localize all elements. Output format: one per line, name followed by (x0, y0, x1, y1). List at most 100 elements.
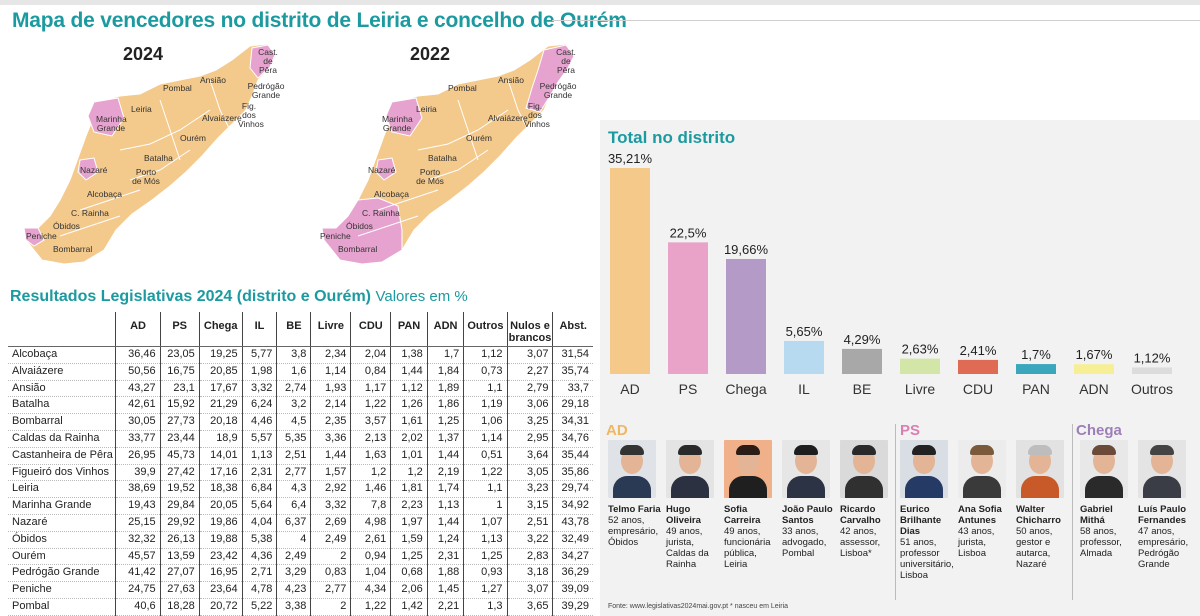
bar-ad (610, 168, 650, 374)
value-cell: 13,59 (159, 548, 200, 565)
value-cell: 39,9 (115, 464, 161, 481)
title-divider (552, 20, 1200, 21)
value-cell: 1,1 (463, 480, 508, 498)
value-cell: 2,34 (310, 346, 351, 364)
map-label: Bombarral (53, 244, 93, 254)
candidate-card: Sofia Carreira 49 anos, funcionária públi… (724, 440, 782, 570)
value-cell: 1 (463, 497, 508, 515)
value-cell: 23,64 (198, 581, 243, 599)
value-cell: 27,07 (159, 564, 200, 582)
value-cell: 4,78 (241, 581, 277, 599)
value-cell: 1,01 (390, 447, 428, 465)
map-label: Alvaiázere (202, 113, 242, 123)
value-cell: 2,35 (310, 413, 351, 431)
column-header: BE (276, 312, 311, 347)
value-cell: 1,81 (390, 480, 428, 498)
value-cell: 1,14 (463, 430, 508, 448)
value-cell: 1,98 (241, 363, 277, 381)
municipality-cell: Alcobaça (12, 348, 58, 360)
value-cell: 2,21 (426, 598, 464, 616)
table-row: Bombarral 30,05 27,73 20,18 4,46 4,5 2,35 3,57 1… (8, 413, 593, 431)
value-cell: 2,19 (426, 464, 464, 481)
value-cell: 1,25 (390, 548, 428, 565)
value-cell: 4,04 (241, 514, 277, 532)
value-cell: 5,38 (241, 531, 277, 549)
candidate-card: Ana Sofia Antunes 43 anos, jurista, Lisbo… (958, 440, 1016, 559)
value-cell: 1,44 (310, 447, 351, 465)
value-cell: 26,13 (159, 531, 200, 549)
map-label: Nazaré (368, 165, 396, 175)
value-cell: 20,72 (198, 598, 243, 616)
value-cell: 36,46 (115, 346, 161, 364)
value-cell: 2,95 (506, 430, 553, 448)
candidate-name: João Paulo Santos (782, 504, 833, 526)
value-cell: 1,25 (463, 548, 508, 565)
value-cell: 0,83 (310, 564, 351, 582)
candidate-card: Walter Chicharro 50 anos, gestor e autarc… (1016, 440, 1074, 570)
column-header: AD (115, 312, 161, 347)
map-label: Alvaiázere (488, 113, 528, 123)
candidate-description: 49 anos, funcionária pública, Leiria (724, 526, 771, 570)
value-cell: 1,1 (463, 380, 508, 397)
value-cell: 23,44 (159, 430, 200, 448)
value-cell: 4,36 (241, 548, 277, 565)
value-cell: 34,76 (552, 430, 593, 448)
bar-value-label: 35,21% (608, 151, 653, 166)
bar-ps (668, 242, 708, 374)
value-cell: 3,2 (276, 396, 311, 414)
value-cell: 3,29 (276, 564, 311, 582)
value-cell: 3,65 (506, 598, 553, 616)
bar-adn (1074, 364, 1114, 374)
value-cell: 29,18 (552, 396, 593, 414)
chart-title: Total no distrito (608, 128, 736, 147)
value-cell: 18,38 (198, 480, 243, 498)
map-label: Batalha (428, 153, 457, 163)
value-cell: 6,37 (276, 514, 311, 532)
value-cell: 2,79 (506, 380, 553, 397)
map-label: Peniche (26, 231, 57, 241)
results-title-sub: Valores em % (375, 288, 468, 305)
column-header: PS (159, 312, 200, 347)
category-label: AD (620, 381, 639, 397)
value-cell: 27,73 (159, 413, 200, 431)
table-row: Pedrógão Grande 41,42 27,07 16,95 2,71 3,29 0,… (8, 564, 593, 582)
bar-value-label: 5,65% (786, 324, 823, 339)
table-row: Batalha 42,61 15,92 21,29 6,24 3,2 2,14 1,22 1,2… (8, 396, 593, 414)
value-cell: 1,44 (426, 514, 464, 532)
map-label: C. Rainha (362, 208, 400, 218)
value-cell: 3,36 (310, 430, 351, 448)
value-cell: 19,52 (159, 480, 200, 498)
value-cell: 2,74 (276, 380, 311, 397)
value-cell: 6,4 (276, 497, 311, 515)
value-cell: 1,42 (390, 598, 428, 616)
bar-value-label: 2,63% (902, 342, 939, 357)
candidate-description: 43 anos, jurista, Lisboa (958, 526, 995, 559)
category-label: CDU (963, 381, 993, 397)
table-row: Marinha Grande 19,43 29,84 20,05 5,64 6,4 3,32… (8, 497, 593, 515)
value-cell: 2,13 (350, 430, 391, 448)
map-label: Cast. de Pêra (258, 47, 278, 75)
category-label: ADN (1079, 381, 1109, 397)
column-header: CDU (350, 312, 391, 347)
value-cell: 45,73 (159, 447, 200, 465)
value-cell: 1,57 (310, 464, 351, 481)
value-cell: 3,32 (310, 497, 351, 515)
candidate-description: 47 anos, empresário, Pedrógão Grande (1138, 526, 1189, 570)
value-cell: 1,22 (350, 598, 391, 616)
municipality-cell: Pombal (12, 599, 50, 612)
map-label: Alcobaça (374, 189, 409, 199)
value-cell: 1,04 (350, 564, 391, 582)
value-cell: 27,42 (159, 464, 200, 481)
value-cell: 1,37 (426, 430, 464, 448)
candidate-description: 42 anos, assessor, Lisboa* (840, 526, 881, 559)
bar-outros (1132, 367, 1172, 374)
candidate-name: Telmo Faria (608, 504, 661, 515)
value-cell: 2 (310, 598, 351, 616)
value-cell: 40,6 (115, 598, 161, 616)
value-cell: 2,51 (506, 514, 553, 532)
value-cell: 3,38 (276, 598, 311, 616)
municipality-cell: Bombarral (12, 415, 63, 428)
column-header: Nulos e brancos (506, 312, 553, 347)
table-row: Óbidos 32,32 26,13 19,88 5,38 4 2,49 2,61 1,59 1,… (8, 531, 593, 549)
candidate-description: 33 anos, advogado, Pombal (782, 526, 827, 559)
